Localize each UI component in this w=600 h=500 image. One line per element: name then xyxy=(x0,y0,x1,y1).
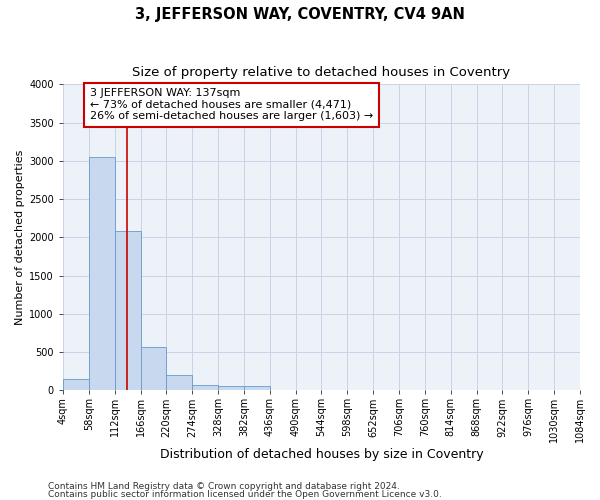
Title: Size of property relative to detached houses in Coventry: Size of property relative to detached ho… xyxy=(133,66,511,79)
Text: Contains public sector information licensed under the Open Government Licence v3: Contains public sector information licen… xyxy=(48,490,442,499)
X-axis label: Distribution of detached houses by size in Coventry: Distribution of detached houses by size … xyxy=(160,448,483,461)
Text: 3, JEFFERSON WAY, COVENTRY, CV4 9AN: 3, JEFFERSON WAY, COVENTRY, CV4 9AN xyxy=(135,8,465,22)
Text: 3 JEFFERSON WAY: 137sqm
← 73% of detached houses are smaller (4,471)
26% of semi: 3 JEFFERSON WAY: 137sqm ← 73% of detache… xyxy=(90,88,373,122)
Bar xyxy=(63,379,89,390)
Bar xyxy=(192,384,218,390)
Text: Contains HM Land Registry data © Crown copyright and database right 2024.: Contains HM Land Registry data © Crown c… xyxy=(48,482,400,491)
Bar xyxy=(218,386,244,390)
Bar xyxy=(115,231,140,390)
Bar xyxy=(89,157,115,390)
Bar xyxy=(140,348,166,390)
Y-axis label: Number of detached properties: Number of detached properties xyxy=(15,150,25,325)
Bar xyxy=(244,386,270,390)
Bar xyxy=(166,374,192,390)
